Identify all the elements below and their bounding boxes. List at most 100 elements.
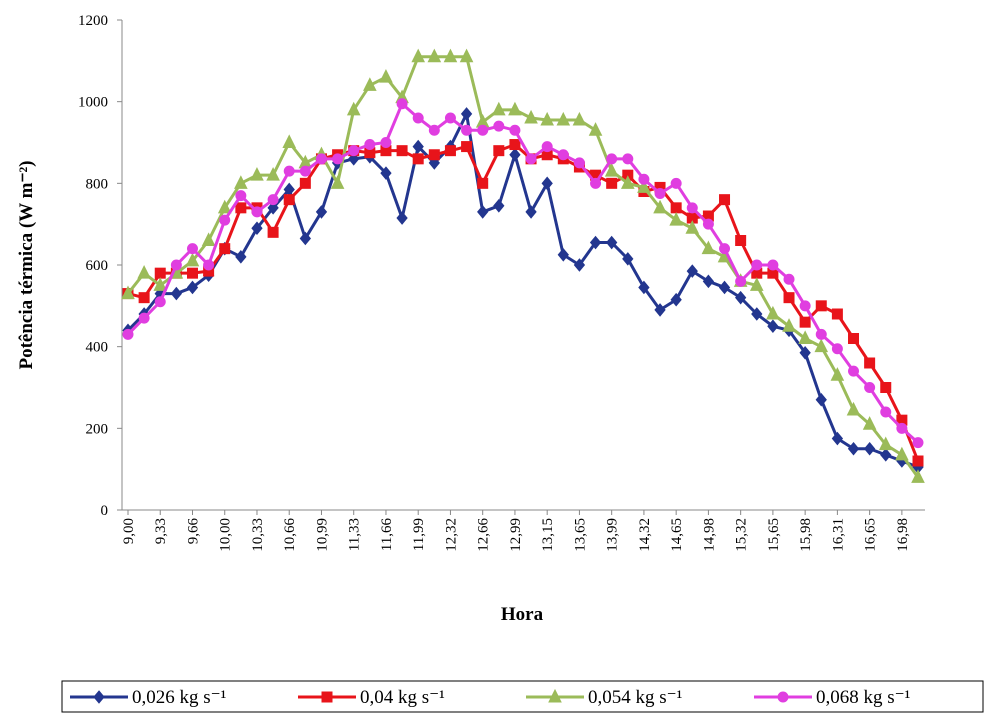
marker bbox=[219, 214, 231, 226]
marker bbox=[267, 226, 279, 238]
x-tick-label: 15,98 bbox=[798, 518, 814, 552]
marker bbox=[895, 446, 909, 461]
x-tick-label: 14,32 bbox=[637, 518, 653, 552]
x-tick-label: 13,65 bbox=[572, 518, 588, 552]
x-tick-label: 11,33 bbox=[347, 518, 363, 551]
series bbox=[121, 48, 925, 483]
marker bbox=[185, 252, 200, 267]
y-tick-label: 200 bbox=[86, 421, 109, 437]
marker bbox=[121, 285, 135, 300]
marker bbox=[669, 211, 683, 226]
marker bbox=[637, 179, 651, 193]
marker bbox=[251, 221, 263, 236]
marker bbox=[848, 333, 860, 344]
x-tick-label: 9,66 bbox=[185, 518, 201, 545]
marker bbox=[396, 145, 408, 157]
marker bbox=[315, 205, 328, 219]
marker bbox=[235, 202, 247, 214]
marker bbox=[815, 300, 827, 312]
series-line bbox=[126, 112, 919, 469]
x-axis-title: Hora bbox=[501, 604, 544, 625]
marker bbox=[412, 139, 424, 154]
marker bbox=[670, 177, 682, 189]
marker bbox=[460, 107, 473, 121]
x-tick-label: 10,00 bbox=[218, 518, 234, 552]
marker bbox=[321, 691, 333, 703]
marker bbox=[846, 401, 861, 416]
marker bbox=[235, 250, 247, 264]
x-tick-label: 9,00 bbox=[121, 518, 137, 544]
marker bbox=[508, 101, 522, 116]
marker bbox=[93, 690, 105, 704]
marker bbox=[735, 290, 747, 305]
marker bbox=[251, 206, 263, 218]
x-tick-label: 15,65 bbox=[766, 518, 782, 552]
marker bbox=[138, 312, 150, 324]
x-tick-label: 16,98 bbox=[895, 518, 911, 552]
marker bbox=[799, 300, 811, 312]
marker bbox=[878, 436, 893, 451]
marker bbox=[234, 175, 248, 189]
marker bbox=[299, 165, 311, 177]
x-tick-label: 13,99 bbox=[605, 518, 621, 552]
x-tick-label: 11,66 bbox=[379, 518, 395, 552]
y-tick-label: 1000 bbox=[78, 95, 108, 111]
marker bbox=[670, 202, 682, 214]
marker bbox=[604, 162, 619, 177]
marker bbox=[588, 122, 603, 136]
marker bbox=[847, 441, 860, 456]
marker bbox=[122, 328, 134, 340]
marker bbox=[864, 382, 876, 393]
series-line bbox=[127, 143, 920, 462]
x-tick-label: 14,65 bbox=[669, 518, 685, 552]
marker bbox=[154, 296, 166, 308]
marker bbox=[459, 48, 474, 63]
marker bbox=[880, 382, 892, 393]
marker bbox=[217, 199, 232, 214]
marker bbox=[444, 112, 456, 124]
marker bbox=[428, 149, 440, 161]
y-tick-label: 0 bbox=[101, 503, 109, 519]
x-tick-label: 12,99 bbox=[508, 518, 524, 552]
marker bbox=[266, 167, 280, 181]
marker bbox=[606, 235, 618, 250]
marker bbox=[686, 264, 698, 278]
y-tick-label: 1200 bbox=[78, 13, 108, 29]
marker bbox=[848, 365, 860, 377]
marker bbox=[170, 286, 183, 301]
marker bbox=[864, 357, 876, 369]
marker bbox=[548, 688, 562, 703]
marker bbox=[267, 201, 279, 215]
marker bbox=[912, 455, 924, 467]
marker bbox=[364, 139, 376, 151]
marker bbox=[299, 177, 311, 189]
marker bbox=[815, 328, 827, 340]
marker bbox=[590, 177, 602, 189]
marker bbox=[250, 167, 264, 181]
series bbox=[122, 107, 924, 474]
marker bbox=[525, 205, 537, 219]
marker bbox=[541, 176, 553, 191]
marker bbox=[831, 343, 843, 355]
legend-label: 0,04 kg s⁻¹ bbox=[360, 687, 445, 708]
marker bbox=[622, 252, 634, 266]
marker bbox=[299, 231, 311, 246]
marker bbox=[557, 149, 569, 161]
marker bbox=[509, 124, 521, 136]
x-tick-label: 12,32 bbox=[443, 518, 459, 552]
marker bbox=[556, 111, 571, 126]
marker bbox=[896, 422, 908, 434]
marker bbox=[396, 98, 408, 110]
marker bbox=[620, 175, 635, 189]
marker bbox=[170, 259, 182, 271]
x-tick-label: 10,33 bbox=[250, 518, 266, 552]
marker bbox=[638, 280, 650, 295]
marker bbox=[219, 243, 231, 255]
marker bbox=[573, 258, 586, 272]
y-tick-label: 600 bbox=[86, 258, 109, 274]
marker bbox=[654, 303, 666, 317]
marker bbox=[443, 48, 458, 63]
marker bbox=[525, 153, 537, 165]
marker bbox=[203, 259, 215, 271]
marker bbox=[493, 199, 505, 213]
